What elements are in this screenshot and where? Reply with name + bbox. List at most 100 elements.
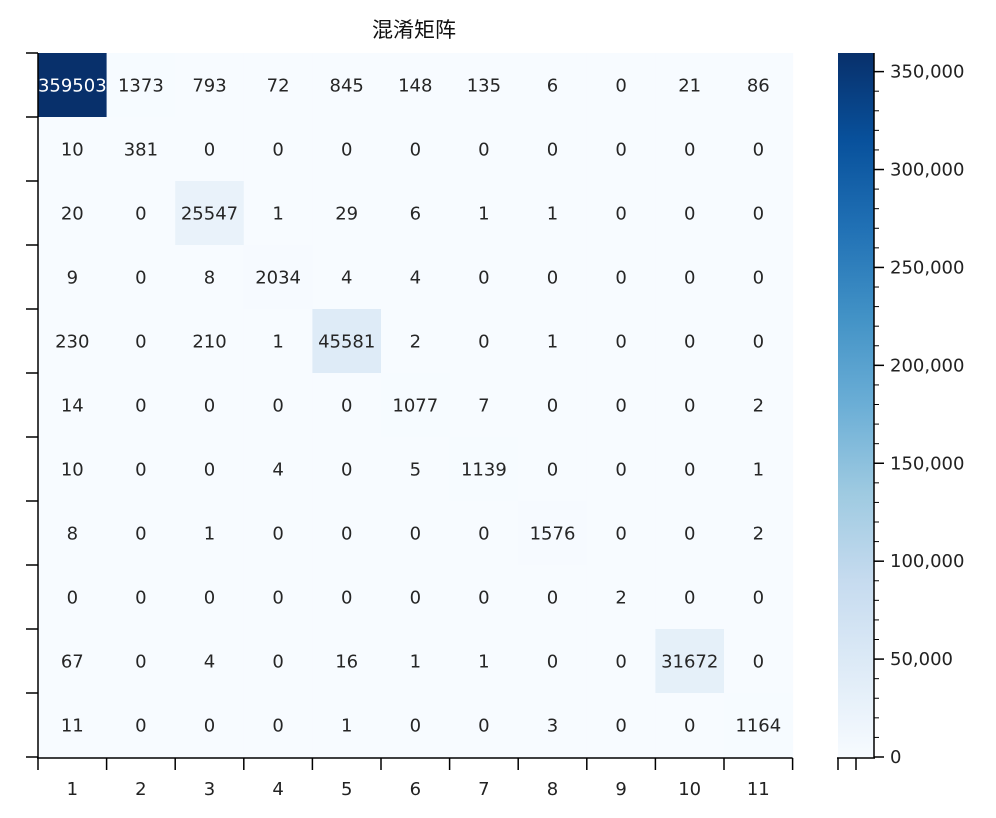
cell-value-label: 381 <box>124 140 158 161</box>
cell-value-label: 10 <box>61 140 84 161</box>
cell-value-label: 0 <box>615 716 626 737</box>
heatmap-cell <box>38 373 108 438</box>
cell-value-label: 0 <box>753 588 764 609</box>
heatmap-cell <box>175 309 245 374</box>
heatmap-cell <box>243 629 313 694</box>
cell-value-label: 0 <box>478 268 489 289</box>
cell-value-label: 0 <box>272 652 283 673</box>
cell-value-label: 16 <box>335 652 358 673</box>
heatmap-cell <box>175 501 245 566</box>
heatmap-cell <box>586 693 656 758</box>
x-tick-label: 4 <box>272 779 283 800</box>
cell-value-label: 1139 <box>461 460 507 481</box>
cell-value-label: 8 <box>204 268 215 289</box>
heatmap-cell <box>655 693 725 758</box>
heatmap-cell <box>518 629 588 694</box>
heatmap-cell <box>518 501 588 566</box>
heatmap-cell <box>655 629 725 694</box>
cell-value-label: 4 <box>341 268 352 289</box>
cell-value-label: 210 <box>192 332 226 353</box>
x-tick-label: 6 <box>410 779 421 800</box>
heatmap-cell <box>381 629 451 694</box>
cell-value-label: 5 <box>410 460 421 481</box>
cell-value-label: 0 <box>135 524 146 545</box>
heatmap-cell <box>381 53 451 118</box>
cell-value-label: 0 <box>341 140 352 161</box>
cell-value-label: 0 <box>753 140 764 161</box>
heatmap-cell <box>38 437 108 502</box>
heatmap-cell <box>449 181 519 246</box>
heatmap-cell <box>312 245 382 310</box>
heatmap-cell <box>243 117 313 182</box>
heatmap-cell <box>724 117 794 182</box>
x-tick-label: 7 <box>478 779 489 800</box>
cell-value-label: 0 <box>753 332 764 353</box>
colorbar-tick-label: 0 <box>890 747 901 768</box>
heatmap-cell <box>175 245 245 310</box>
heatmap-cell <box>38 245 108 310</box>
cell-value-label: 0 <box>341 396 352 417</box>
cell-value-label: 4 <box>272 460 283 481</box>
colorbar: 0 50,000 100,000 150,000 200,000 250,000 300,0… <box>837 53 964 770</box>
cell-value-label: 0 <box>410 588 421 609</box>
heatmap-axes: 1 2 3 4 5 6 7 8 9 10 11 <box>26 52 794 800</box>
heatmap-cell <box>655 181 725 246</box>
heatmap-cell <box>655 373 725 438</box>
heatmap-cell <box>381 565 451 630</box>
heatmap-cell <box>724 53 794 118</box>
heatmap-cell <box>243 693 313 758</box>
heatmap-cell <box>655 53 725 118</box>
heatmap-cell <box>586 565 656 630</box>
colorbar-tick-label: 300,000 <box>890 160 964 181</box>
heatmap-cell <box>312 501 382 566</box>
cell-value-label: 20 <box>61 204 84 225</box>
heatmap-cell <box>724 629 794 694</box>
heatmap-cell <box>381 117 451 182</box>
heatmap-cell <box>175 373 245 438</box>
x-tick-label: 10 <box>678 779 701 800</box>
cell-value-label: 1164 <box>735 716 781 737</box>
heatmap-cell <box>724 565 794 630</box>
cell-value-label: 0 <box>135 396 146 417</box>
heatmap-cell <box>518 53 588 118</box>
cell-value-label: 148 <box>398 76 432 97</box>
heatmap-cell <box>175 693 245 758</box>
heatmap-cell <box>38 629 108 694</box>
cell-value-label: 0 <box>753 652 764 673</box>
cell-value-label: 0 <box>204 396 215 417</box>
heatmap-cell <box>586 309 656 374</box>
cell-value-label: 0 <box>478 716 489 737</box>
cell-value-label: 31672 <box>661 652 718 673</box>
cell-value-label: 1077 <box>392 396 438 417</box>
cell-value-label: 0 <box>135 652 146 673</box>
colorbar-tick-label: 50,000 <box>890 649 953 670</box>
cell-value-label: 0 <box>684 524 695 545</box>
heatmap-cell <box>724 501 794 566</box>
colorbar-tick-label: 100,000 <box>890 551 964 572</box>
x-tick-label: 1 <box>67 779 78 800</box>
cell-value-label: 0 <box>204 716 215 737</box>
colorbar-gradient <box>838 53 874 757</box>
cell-value-label: 0 <box>204 460 215 481</box>
cell-value-label: 0 <box>684 396 695 417</box>
cell-value-label: 0 <box>547 396 558 417</box>
cell-value-label: 0 <box>684 716 695 737</box>
heatmap-cell <box>449 501 519 566</box>
cell-value-label: 72 <box>267 76 290 97</box>
cell-value-label: 29 <box>335 204 358 225</box>
cell-value-label: 0 <box>272 588 283 609</box>
heatmap-cell <box>586 53 656 118</box>
cell-value-label: 0 <box>341 460 352 481</box>
heatmap-cell <box>106 53 176 118</box>
heatmap-cell <box>312 53 382 118</box>
heatmap-cell <box>518 245 588 310</box>
heatmap-cell <box>381 245 451 310</box>
heatmap-cell <box>243 309 313 374</box>
cell-value-label: 0 <box>615 652 626 673</box>
cell-value-label: 0 <box>547 588 558 609</box>
heatmap-cell <box>38 565 108 630</box>
heatmap-cell <box>312 373 382 438</box>
cell-value-label: 0 <box>341 588 352 609</box>
